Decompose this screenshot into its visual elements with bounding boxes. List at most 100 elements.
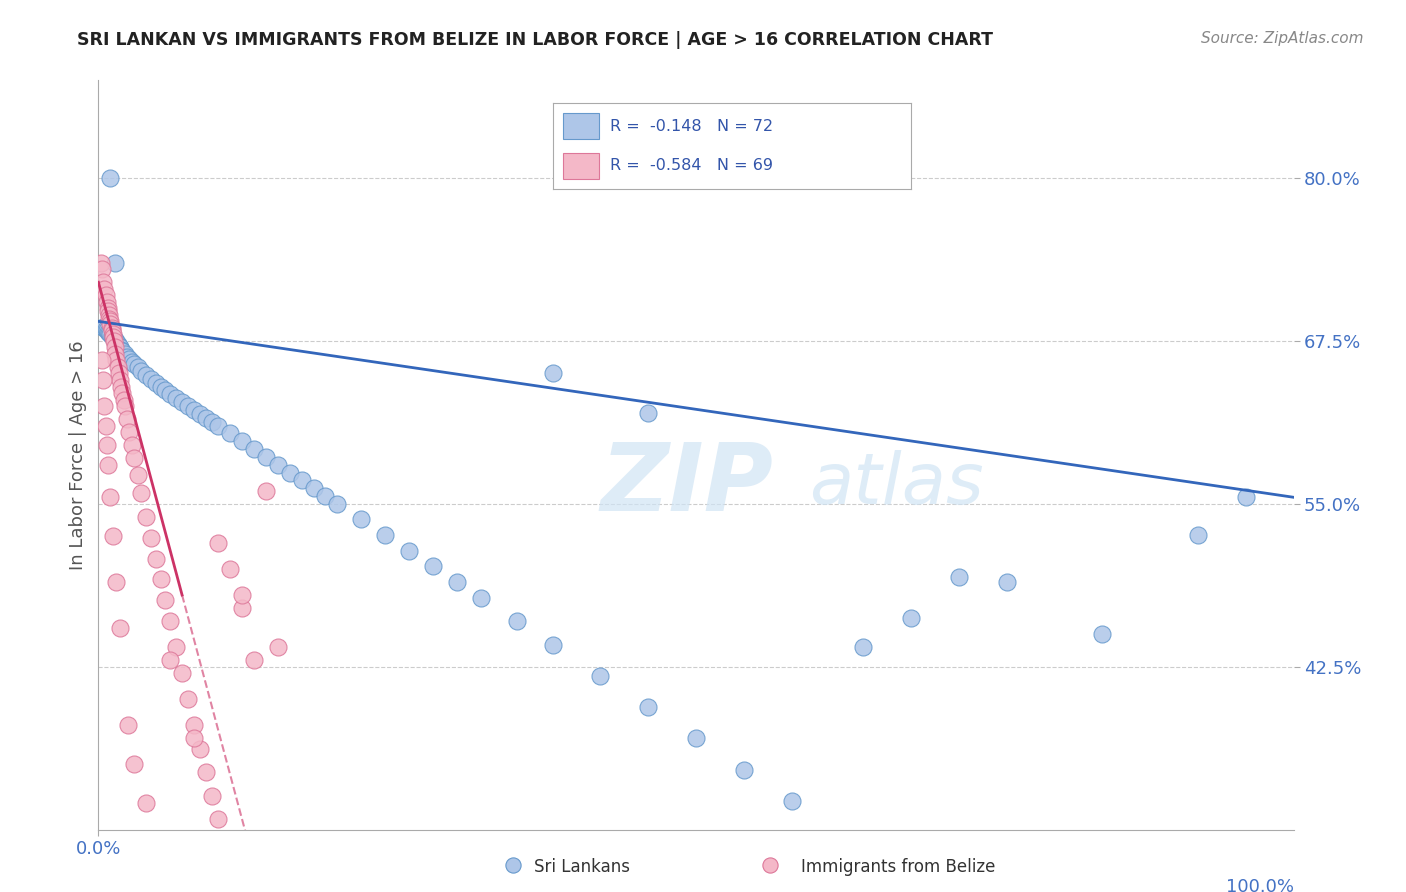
Point <box>159 614 181 628</box>
Point <box>149 379 172 393</box>
Point <box>104 256 127 270</box>
Point <box>98 490 122 504</box>
Point <box>127 359 149 374</box>
Point <box>94 322 117 336</box>
Point <box>118 425 141 439</box>
Point <box>172 666 194 681</box>
Point <box>165 640 187 654</box>
Point <box>159 387 181 401</box>
Point <box>100 321 122 335</box>
Point <box>637 700 659 714</box>
Point <box>541 367 564 381</box>
Point <box>219 562 242 576</box>
Point <box>541 638 564 652</box>
Point <box>93 282 115 296</box>
Text: Immigrants from Belize: Immigrants from Belize <box>801 858 995 876</box>
Point <box>398 543 420 558</box>
Point <box>98 327 122 342</box>
Point <box>201 789 224 803</box>
Point <box>97 325 120 339</box>
Point <box>302 481 325 495</box>
Point <box>231 588 253 602</box>
Point <box>91 373 114 387</box>
Point <box>201 415 224 429</box>
Point <box>470 591 492 605</box>
Point <box>104 340 127 354</box>
Point <box>243 442 266 456</box>
Point <box>780 794 803 808</box>
Point <box>121 355 143 369</box>
Text: Source: ZipAtlas.com: Source: ZipAtlas.com <box>1201 31 1364 46</box>
Point <box>112 392 135 407</box>
Point <box>207 418 229 433</box>
Point <box>1187 528 1209 542</box>
Point <box>91 353 114 368</box>
Point <box>97 301 120 316</box>
Point <box>243 653 266 667</box>
Point <box>105 353 128 368</box>
Point <box>97 304 120 318</box>
Point <box>98 308 121 322</box>
Point <box>91 275 114 289</box>
Point <box>108 373 131 387</box>
Point <box>172 395 194 409</box>
Point <box>124 757 146 772</box>
Y-axis label: In Labor Force | Age > 16: In Labor Force | Age > 16 <box>69 340 87 570</box>
Point <box>948 570 970 584</box>
Point <box>195 765 218 780</box>
Point <box>188 741 211 756</box>
Point <box>446 574 468 589</box>
Point <box>267 458 290 472</box>
Point <box>97 458 120 472</box>
Point <box>637 406 659 420</box>
Point <box>159 653 181 667</box>
Point <box>502 858 524 872</box>
Point <box>90 256 112 270</box>
Point <box>103 334 125 348</box>
Point <box>115 412 138 426</box>
Point <box>995 574 1018 589</box>
Point <box>105 574 128 589</box>
Text: SRI LANKAN VS IMMIGRANTS FROM BELIZE IN LABOR FORCE | AGE > 16 CORRELATION CHART: SRI LANKAN VS IMMIGRANTS FROM BELIZE IN … <box>77 31 993 49</box>
Point <box>104 347 127 361</box>
Point <box>101 529 124 543</box>
Point <box>155 384 177 398</box>
Point <box>118 352 141 367</box>
Point <box>219 426 242 441</box>
Point <box>254 483 277 498</box>
Point <box>195 410 218 425</box>
Point <box>350 512 373 526</box>
Point <box>155 593 177 607</box>
Point <box>127 468 149 483</box>
Point <box>103 331 125 345</box>
Point <box>107 336 129 351</box>
Point <box>231 434 253 449</box>
Point <box>111 386 134 401</box>
Point <box>124 357 146 371</box>
Point <box>98 311 121 326</box>
Point <box>94 288 117 302</box>
Point <box>124 451 146 466</box>
Point <box>1091 627 1114 641</box>
Point <box>101 330 124 344</box>
Point <box>117 718 139 732</box>
Point <box>145 551 167 566</box>
Point <box>374 528 396 542</box>
Point <box>104 333 127 347</box>
Point <box>139 531 162 545</box>
Point <box>105 334 128 348</box>
Point <box>165 391 187 405</box>
Point <box>110 379 132 393</box>
Point <box>183 718 205 732</box>
Point <box>91 262 114 277</box>
Point <box>506 614 529 628</box>
Point <box>135 368 157 382</box>
Point <box>96 294 118 309</box>
Point <box>100 323 122 337</box>
Point <box>101 327 124 342</box>
Point <box>98 314 122 328</box>
Point <box>96 438 118 452</box>
Point <box>98 317 122 331</box>
Point <box>177 399 200 413</box>
Point <box>422 559 444 574</box>
